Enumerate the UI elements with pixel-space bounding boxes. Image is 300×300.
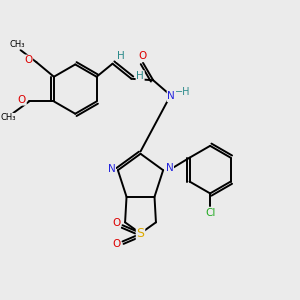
Text: O: O <box>138 51 147 62</box>
Text: CH₃: CH₃ <box>9 40 25 49</box>
Text: O: O <box>112 218 120 228</box>
Text: N: N <box>167 92 175 101</box>
Text: O: O <box>24 55 32 65</box>
Text: CH₃: CH₃ <box>1 113 16 122</box>
Text: O: O <box>112 239 120 249</box>
Text: N: N <box>108 164 116 174</box>
Text: Cl: Cl <box>205 208 215 218</box>
Text: H: H <box>117 51 124 62</box>
Text: −H: −H <box>175 87 190 98</box>
Text: O: O <box>18 95 26 105</box>
Text: H: H <box>136 71 144 81</box>
Text: S: S <box>136 227 145 240</box>
Text: N: N <box>166 163 173 173</box>
